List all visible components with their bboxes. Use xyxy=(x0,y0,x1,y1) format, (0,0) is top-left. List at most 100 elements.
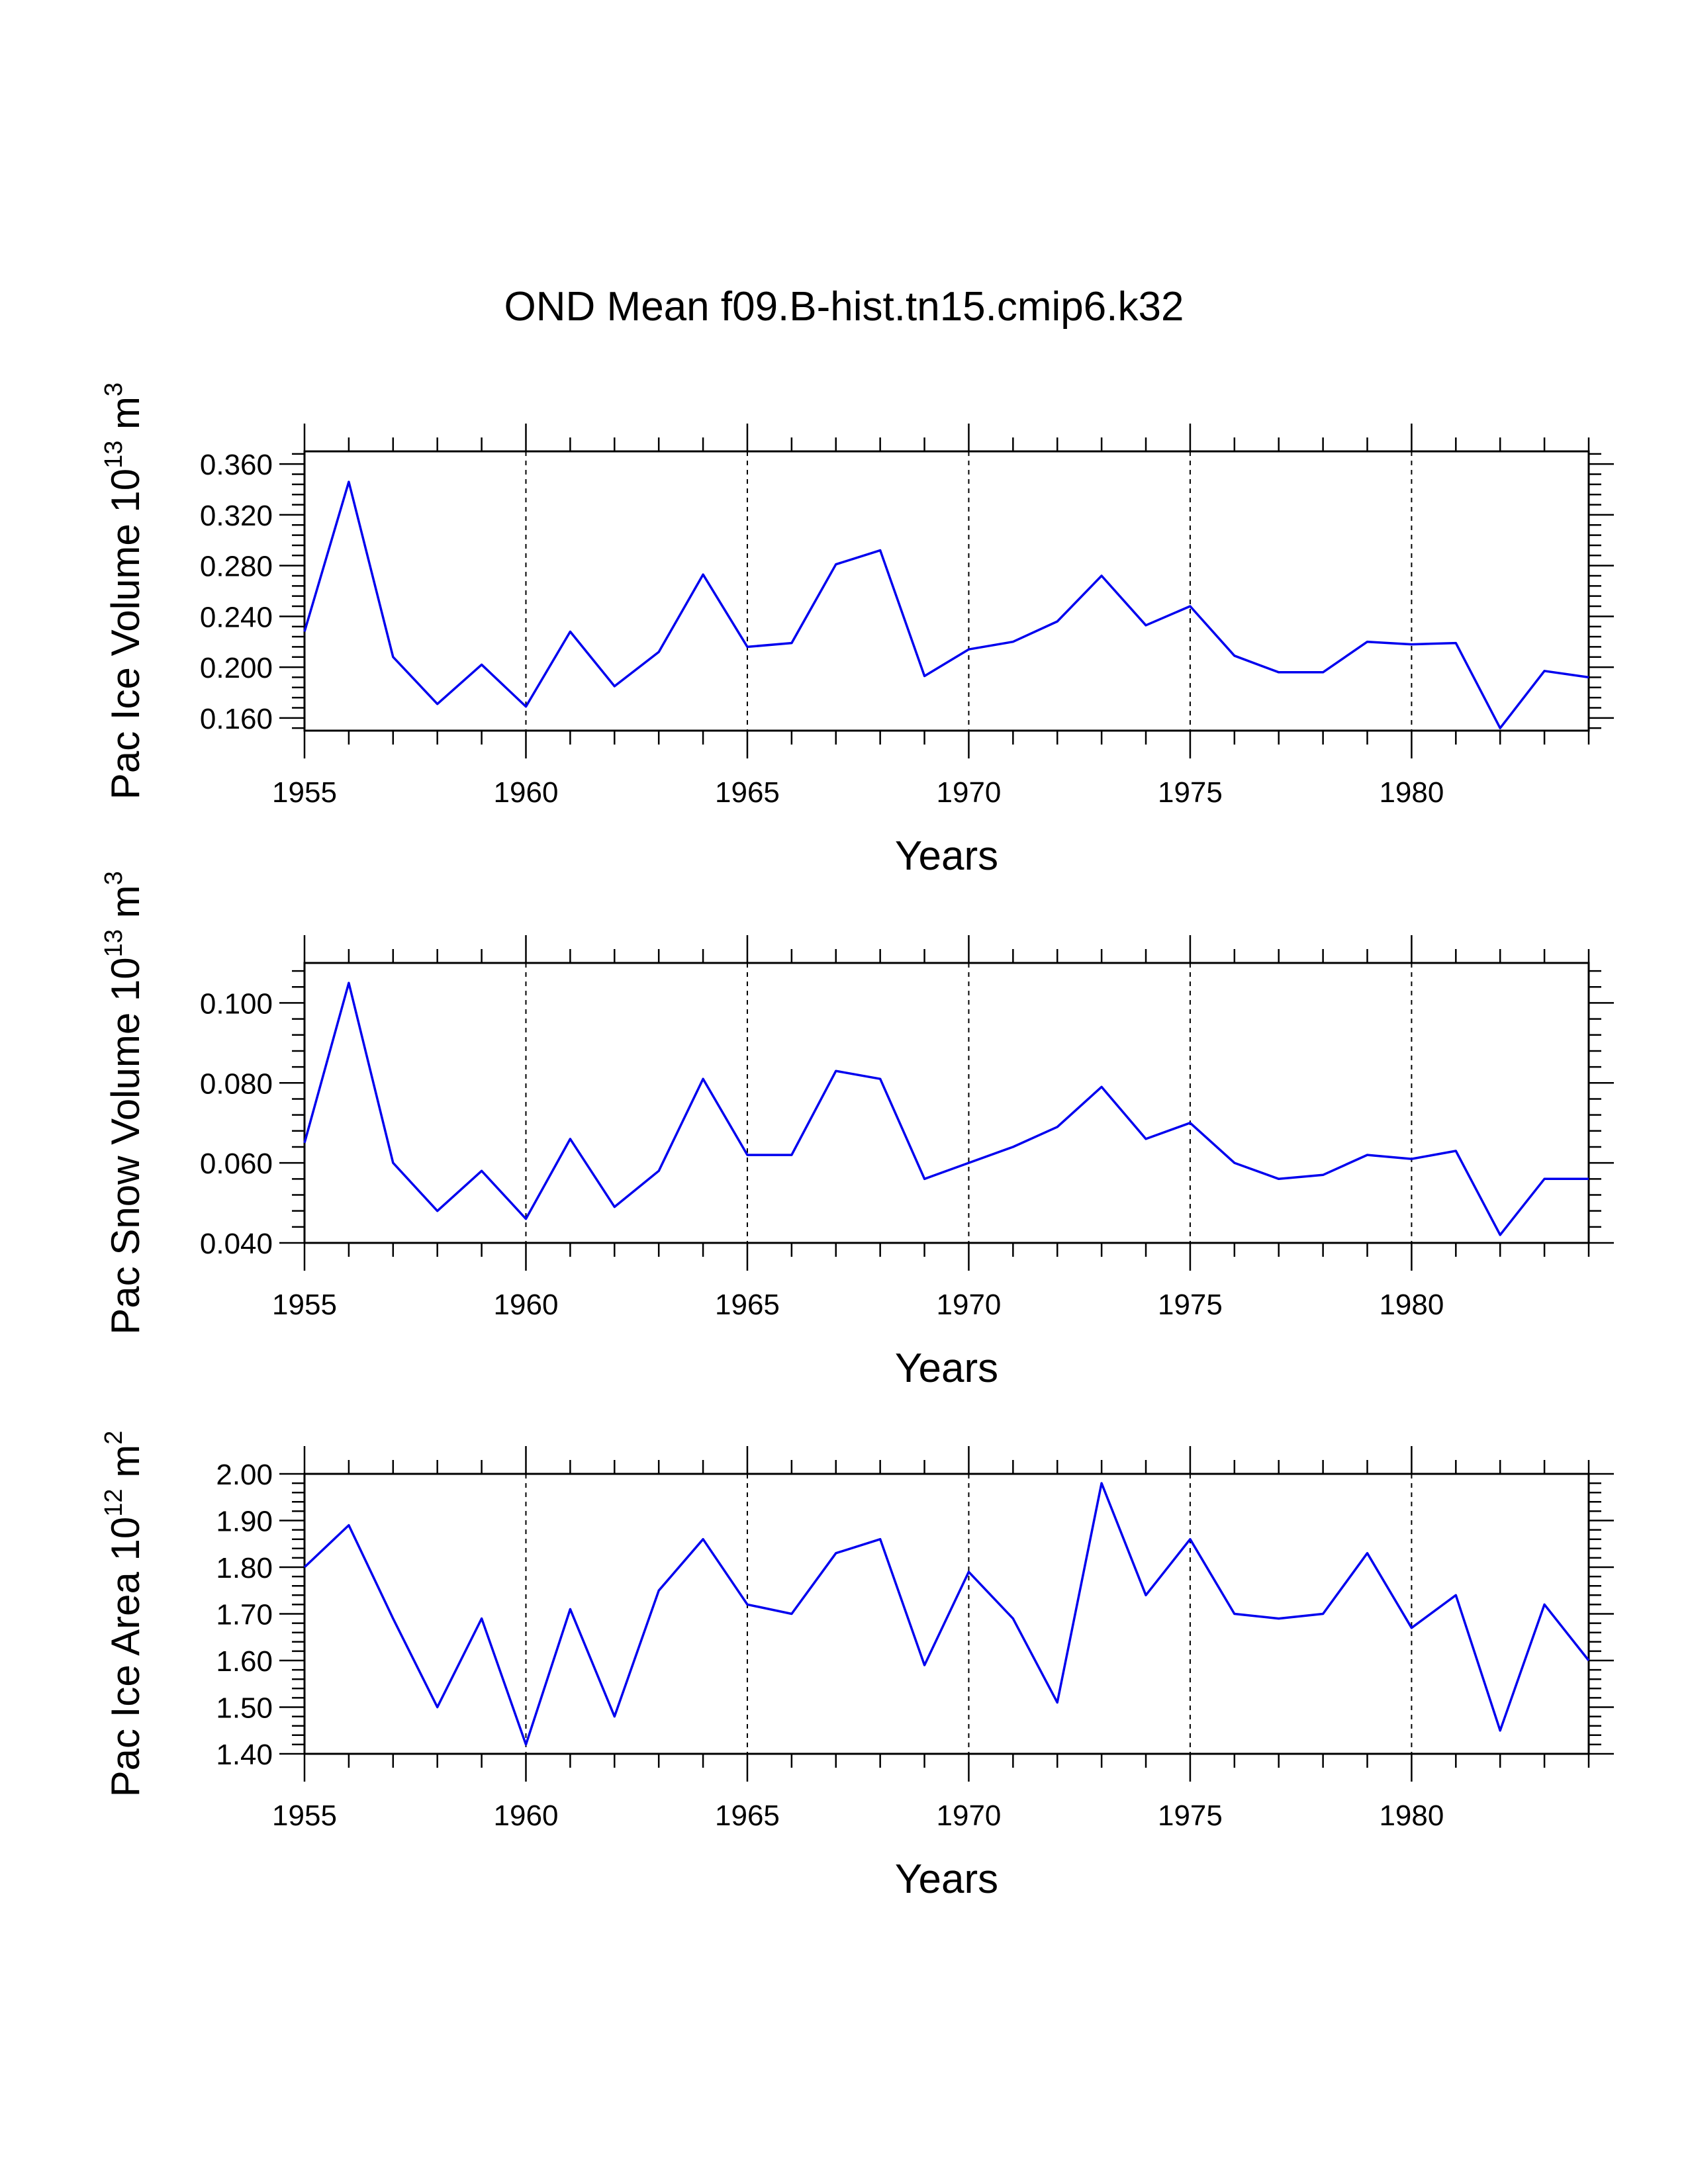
y-tick-label: 0.100 xyxy=(200,987,273,1020)
data-point xyxy=(745,1602,750,1607)
y-axis-label-superscript: 3 xyxy=(100,871,128,885)
y-axis-label-text: Pac Ice Area 10 xyxy=(103,1517,148,1797)
data-point xyxy=(1586,1658,1591,1663)
data-point xyxy=(789,1612,794,1617)
data-point xyxy=(1232,1160,1237,1165)
data-point xyxy=(833,1551,839,1556)
data-point xyxy=(922,1176,927,1181)
x-tick-label: 1970 xyxy=(937,1799,1002,1832)
x-tick-label: 1975 xyxy=(1158,776,1223,809)
series-line xyxy=(303,480,1589,729)
data-point xyxy=(1321,670,1326,675)
x-tick-label: 1970 xyxy=(937,776,1002,809)
y-tick-label: 0.280 xyxy=(200,551,273,583)
data-point xyxy=(966,1160,971,1165)
data-point xyxy=(700,1076,706,1081)
y-axis-label: Pac Snow Volume 1013 m3 xyxy=(100,871,148,1334)
y-axis-label-superscript: 12 xyxy=(100,1488,128,1516)
data-point xyxy=(612,1205,617,1210)
data-point xyxy=(567,1136,573,1142)
y-axis-label: Pac Ice Area 1012 m2 xyxy=(100,1431,148,1797)
y-tick-label: 2.00 xyxy=(216,1459,273,1491)
data-point xyxy=(1497,1728,1503,1733)
data-point xyxy=(1586,674,1591,680)
y-axis-label-text: m xyxy=(103,1445,148,1489)
data-point xyxy=(833,1068,839,1073)
data-point xyxy=(1276,670,1282,675)
data-point xyxy=(1453,641,1458,646)
series-line xyxy=(303,981,1589,1236)
data-point xyxy=(789,641,794,646)
data-point xyxy=(523,1742,528,1747)
data-point xyxy=(523,704,528,709)
plot-frame xyxy=(303,450,1590,732)
y-axis-label-superscript: 13 xyxy=(100,441,128,469)
chart-panel-snow-volume: 0.040 0.060 0.080 0.100 1955 1960 1965 1970 1975… xyxy=(100,871,1614,1391)
x-tick-label: 1955 xyxy=(272,1289,337,1321)
data-point xyxy=(1409,642,1414,647)
data-point xyxy=(479,662,485,667)
y-tick-label: 1.70 xyxy=(216,1599,273,1631)
y-tick-label: 0.080 xyxy=(200,1068,273,1100)
data-point xyxy=(302,629,307,634)
data-point xyxy=(391,1616,396,1621)
x-tick-label: 1980 xyxy=(1379,776,1444,809)
data-point xyxy=(966,647,971,652)
y-tick-label: 1.90 xyxy=(216,1506,273,1538)
data-point xyxy=(656,1588,661,1593)
data-point xyxy=(1055,619,1060,624)
data-point xyxy=(523,1216,528,1222)
data-point xyxy=(1188,1537,1193,1542)
x-tick-label: 1960 xyxy=(494,776,559,809)
data-point xyxy=(1276,1176,1282,1181)
data-point xyxy=(922,1662,927,1668)
data-point xyxy=(1542,1176,1547,1181)
y-tick-label: 0.060 xyxy=(200,1148,273,1180)
data-point xyxy=(656,649,661,655)
data-point xyxy=(1365,1152,1370,1158)
x-tick-label: 1980 xyxy=(1379,1289,1444,1321)
series-line xyxy=(303,1482,1590,1746)
data-point xyxy=(567,1606,573,1612)
data-point xyxy=(346,1523,352,1528)
data-point xyxy=(789,1152,794,1158)
data-point xyxy=(391,655,396,660)
plot-frame xyxy=(303,962,1590,1244)
y-tick-label: 0.040 xyxy=(200,1228,273,1260)
data-point xyxy=(656,1168,661,1173)
data-point xyxy=(700,572,706,577)
x-tick-label: 1965 xyxy=(715,1799,780,1832)
data-point xyxy=(612,1714,617,1719)
data-point xyxy=(612,684,617,689)
figure-title: OND Mean f09.B-hist.tn15.cmip6.k32 xyxy=(504,284,1184,330)
data-point xyxy=(1232,653,1237,659)
data-point xyxy=(391,1160,396,1165)
data-point xyxy=(700,1537,706,1542)
y-tick-label: 0.200 xyxy=(200,652,273,684)
y-tick-label: 0.360 xyxy=(200,449,273,481)
data-point xyxy=(1542,668,1547,674)
y-axis-label-text: m xyxy=(103,885,148,929)
data-point xyxy=(833,562,839,567)
data-point xyxy=(1143,1592,1149,1598)
x-tick-label: 1965 xyxy=(715,776,780,809)
y-axis-label-text: Pac Ice Volume 10 xyxy=(103,469,148,799)
data-point xyxy=(479,1616,485,1621)
data-point xyxy=(878,1537,883,1542)
x-tick-label: 1980 xyxy=(1379,1799,1444,1832)
x-tick-label: 1955 xyxy=(272,776,337,809)
y-axis-label-superscript: 3 xyxy=(100,383,128,396)
data-point xyxy=(745,644,750,649)
data-point xyxy=(1497,1232,1503,1238)
y-axis-label-superscript: 13 xyxy=(100,929,128,957)
data-point xyxy=(922,674,927,679)
y-axis-label-text: m xyxy=(103,396,148,441)
data-point xyxy=(1453,1148,1458,1154)
data-point xyxy=(435,1208,440,1214)
x-tick-label: 1970 xyxy=(937,1289,1002,1321)
data-point xyxy=(1409,1625,1414,1631)
data-point xyxy=(1099,1084,1104,1089)
data-point xyxy=(346,980,352,985)
data-point xyxy=(346,479,352,484)
